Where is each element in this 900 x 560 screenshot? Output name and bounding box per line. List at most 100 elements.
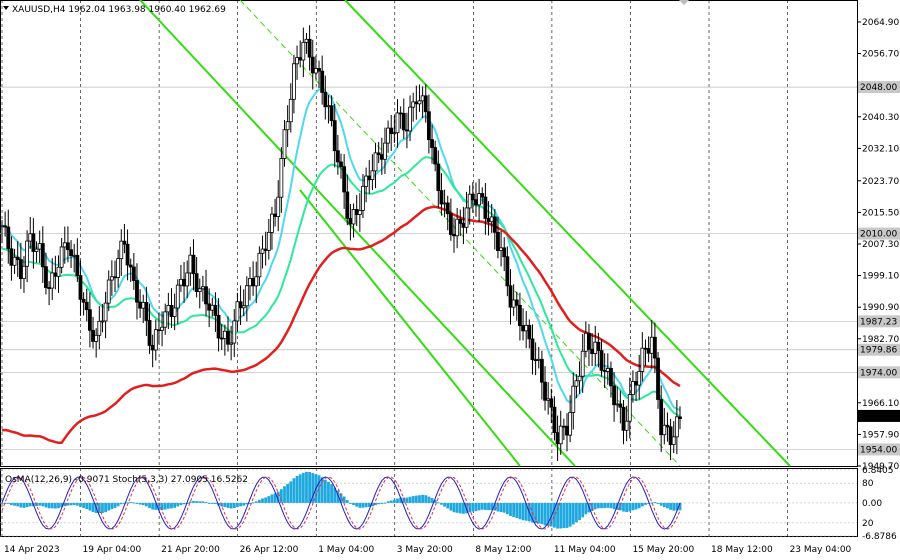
- level-label: 2048.00: [860, 83, 897, 93]
- osma-bar: [458, 502, 462, 514]
- candle-body: [649, 336, 654, 354]
- osma-bar: [358, 502, 362, 508]
- osma-bar: [556, 502, 559, 529]
- osma-bar: [389, 500, 393, 503]
- candle-body: [125, 243, 130, 266]
- candle-body: [467, 193, 472, 209]
- osma-bar: [505, 502, 509, 515]
- osma-bar: [361, 502, 365, 508]
- time-tick-label: 21 Apr 20:00: [161, 545, 220, 555]
- level-label-box: [858, 343, 900, 356]
- candle-body: [659, 399, 664, 436]
- candle-body: [78, 275, 83, 300]
- candle-body: [160, 326, 164, 331]
- shift-marker-icon[interactable]: [679, 0, 689, 5]
- candle-body: [602, 369, 607, 372]
- candle-body: [405, 129, 409, 132]
- price-tick-label: 1949.70: [862, 462, 899, 472]
- osma-bar: [129, 502, 133, 504]
- osma-bar: [154, 502, 158, 510]
- price-tick-label: 1999.10: [862, 272, 899, 282]
- osma-bar: [339, 493, 343, 503]
- osma-bar: [590, 502, 594, 512]
- osma-bar: [292, 478, 296, 503]
- osma-bar: [487, 502, 490, 511]
- osma-bar: [226, 502, 230, 508]
- time-axis: 14 Apr 2023 19 Apr 04:00 21 Apr 20:00 26 Ap…: [4, 545, 852, 555]
- candle-body: [357, 210, 362, 215]
- osma-bar: [6, 502, 10, 504]
- candle-body: [44, 266, 48, 288]
- candle-body: [379, 154, 384, 160]
- dropdown-triangle-icon[interactable]: [3, 6, 9, 10]
- candle-body: [609, 367, 613, 387]
- osma-bar: [210, 502, 214, 504]
- osma-bar: [455, 502, 459, 513]
- candle-body: [624, 420, 629, 431]
- osma-bar: [662, 502, 666, 508]
- osma-bar: [600, 502, 603, 509]
- osma-bar: [628, 502, 632, 512]
- osma-bar: [462, 502, 465, 514]
- price-tick-label: 2015.50: [862, 208, 899, 218]
- osma-bar: [496, 502, 500, 512]
- osma-bar: [408, 496, 412, 503]
- time-tick-label: 11 May 04:00: [554, 545, 616, 555]
- osma-bar: [518, 502, 522, 520]
- osma-bar: [330, 484, 333, 503]
- osma-bar: [0, 502, 4, 504]
- candle-body: [279, 158, 284, 198]
- osma-bar: [79, 502, 82, 507]
- osma-bar: [267, 496, 271, 503]
- candle-body: [298, 57, 303, 61]
- osma-bar: [593, 502, 597, 510]
- osma-bar: [549, 502, 553, 527]
- osma-bar: [245, 502, 249, 505]
- price-tick-label: 1966.10: [862, 399, 899, 409]
- osma-bar: [286, 483, 290, 503]
- candle-body: [257, 252, 262, 278]
- candle-body: [266, 232, 271, 251]
- osma-bar: [446, 502, 450, 509]
- osma-bar: [637, 502, 641, 509]
- candle-body: [361, 185, 365, 211]
- osma-bar: [157, 502, 161, 511]
- osma-bar: [16, 502, 20, 507]
- candle-body: [348, 217, 353, 225]
- osma-bar: [543, 502, 547, 526]
- candlesticks: [0, 25, 682, 461]
- candle-body: [119, 240, 124, 260]
- indicator-info: OsMA(12,26,9) -0.9071 Stoch(5,3,3) 27.09…: [5, 475, 248, 485]
- osma-bar: [618, 502, 622, 511]
- candle-body: [310, 56, 315, 74]
- candle-body: [637, 371, 642, 386]
- candle-body: [229, 342, 234, 345]
- candle-body: [458, 218, 463, 224]
- candle-body: [235, 301, 240, 322]
- candle-body: [392, 132, 397, 135]
- candle-body: [175, 284, 180, 309]
- indicator-tick-label: 20: [862, 519, 874, 529]
- osma-bar: [201, 501, 205, 503]
- candle-body: [292, 63, 296, 100]
- osma-bar: [333, 487, 337, 503]
- osma-bar: [273, 493, 277, 503]
- candle-body: [122, 240, 127, 245]
- osma-bar: [367, 502, 371, 507]
- time-tick-label: 8 May 12:00: [475, 545, 531, 555]
- level-label-box: [858, 315, 900, 328]
- candle-body: [605, 367, 610, 372]
- candle-body: [40, 243, 45, 268]
- candle-body: [652, 336, 657, 359]
- price-tick-label: 1957.90: [862, 430, 899, 440]
- candle-body: [47, 287, 51, 289]
- osma-bar: [612, 502, 616, 510]
- candle-body: [75, 254, 80, 276]
- osma-bar: [336, 490, 340, 503]
- candle-body: [646, 348, 651, 354]
- symbol-info: XAUUSD,H4 1962.04 1963.98 1960.40 1962.6…: [12, 5, 226, 15]
- candle-body: [22, 265, 26, 279]
- osma-bar: [298, 474, 302, 503]
- osma-bar: [229, 502, 233, 509]
